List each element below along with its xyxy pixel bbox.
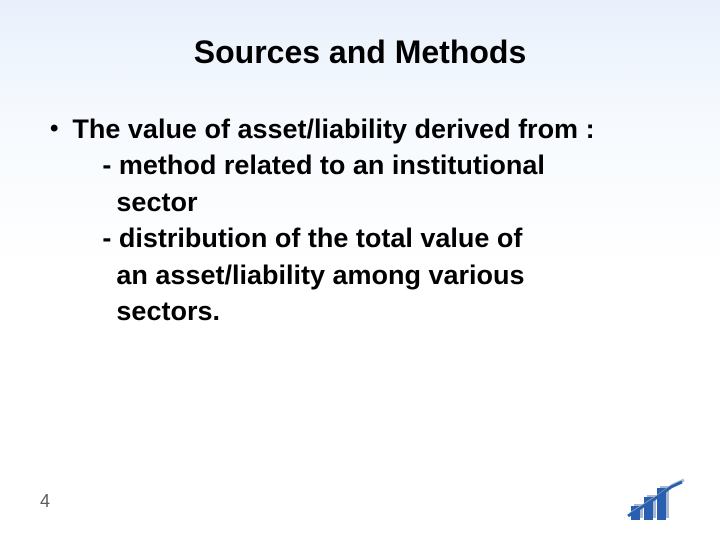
page-number: 4 [40,491,50,512]
bullet-intro-text: The value of asset/liability derived fro… [72,111,670,147]
logo-icon [624,478,694,526]
bullet-item: • The value of asset/liability derived f… [50,111,670,330]
sub-item-2-line-2: an asset/liability among various [72,257,670,293]
bullet-text-block: The value of asset/liability derived fro… [72,111,670,330]
bullet-marker: • [50,111,58,147]
sub-item-1-line-2: sector [72,184,670,220]
sub-item-1-line-1: - method related to an institutional [72,147,670,183]
slide-content: • The value of asset/liability derived f… [0,91,720,330]
sub-item-2-line-3: sectors. [72,293,670,329]
sub-item-2-line-1: - distribution of the total value of [72,220,670,256]
slide-title: Sources and Methods [0,0,720,91]
